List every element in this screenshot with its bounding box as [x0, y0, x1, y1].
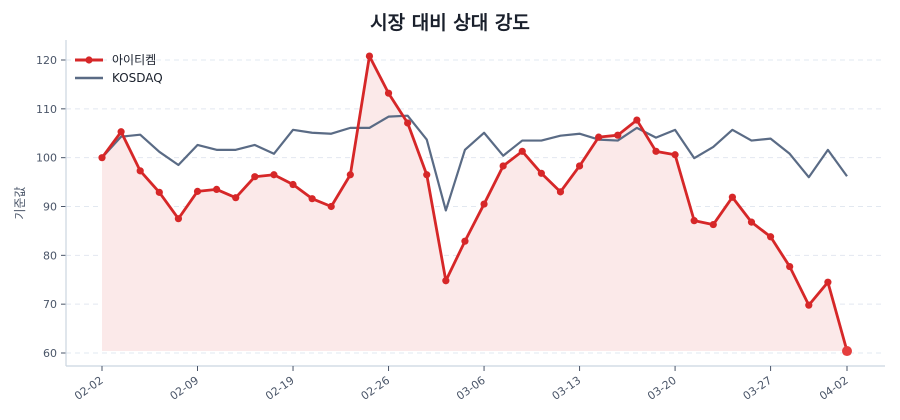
data-point-marker: [442, 277, 450, 285]
legend-label: 아이티켐: [112, 53, 156, 67]
y-axis-label: 기준값: [13, 186, 27, 219]
data-point-marker: [174, 215, 183, 223]
data-point-marker: [766, 233, 775, 241]
x-tick-label: 03-13: [550, 374, 584, 403]
data-point-marker: [461, 237, 469, 245]
data-point-marker: [346, 171, 354, 179]
data-point-marker: [575, 162, 584, 170]
data-point-marker: [652, 147, 660, 155]
x-tick-label: 03-27: [741, 374, 775, 403]
stock-line: [98, 52, 852, 357]
data-point-marker: [365, 52, 374, 60]
data-point-marker: [518, 147, 526, 155]
y-tick-label: 110: [36, 103, 57, 116]
data-point-marker: [404, 119, 412, 127]
data-point-marker: [327, 202, 335, 211]
stock-area: [102, 56, 847, 352]
data-point-marker: [98, 154, 106, 162]
data-point-marker: [232, 194, 240, 202]
data-point-marker: [155, 188, 163, 196]
last-point-marker: [842, 346, 852, 357]
data-point-marker: [633, 116, 641, 124]
data-point-marker: [690, 217, 698, 225]
data-point-marker: [308, 195, 316, 203]
legend: 아이티켐 KOSDAQ: [75, 53, 163, 85]
kosdaq-polyline: [101, 114, 848, 212]
stock-area-fill: [102, 56, 847, 352]
data-point-marker: [384, 89, 393, 97]
data-point-marker: [423, 171, 431, 179]
data-point-marker: [728, 193, 736, 201]
data-point-marker: [709, 220, 717, 229]
y-tick-label: 100: [36, 152, 57, 165]
data-point-marker: [805, 301, 813, 309]
data-point-marker: [824, 278, 832, 286]
y-tick-label: 60: [43, 347, 57, 360]
legend-marker: [85, 56, 93, 64]
data-point-marker: [614, 131, 622, 139]
x-tick-label: 02-09: [168, 374, 202, 403]
x-tick-label: 02-26: [359, 374, 393, 403]
kosdaq-line: [101, 114, 848, 212]
stock-polyline: [100, 54, 849, 352]
data-point-marker: [747, 218, 756, 226]
data-point-marker: [117, 128, 125, 136]
y-tick-label: 80: [43, 249, 57, 262]
data-point-marker: [136, 167, 144, 175]
data-point-marker: [270, 171, 278, 179]
x-tick-label: 03-06: [454, 374, 488, 403]
legend-label: KOSDAQ: [112, 71, 163, 85]
data-point-marker: [251, 173, 259, 181]
y-tick-label: 120: [36, 54, 57, 67]
y-tick-label: 90: [43, 201, 57, 214]
data-point-marker: [193, 187, 202, 195]
data-point-marker: [213, 185, 221, 194]
data-point-marker: [499, 162, 507, 170]
data-point-marker: [480, 200, 488, 208]
data-point-marker: [289, 180, 297, 189]
chart-title: 시장 대비 상대 강도: [370, 12, 530, 34]
data-point-marker: [537, 169, 545, 177]
x-tick-label: 02-02: [72, 374, 106, 403]
data-point-marker: [786, 262, 794, 271]
data-point-marker: [671, 151, 679, 159]
y-tick-label: 70: [43, 298, 57, 311]
x-tick-label: 03-20: [645, 374, 679, 403]
x-tick-label: 04-02: [817, 374, 851, 403]
data-point-marker: [595, 133, 603, 141]
data-point-marker: [556, 188, 565, 196]
x-tick-label: 02-19: [263, 374, 297, 403]
